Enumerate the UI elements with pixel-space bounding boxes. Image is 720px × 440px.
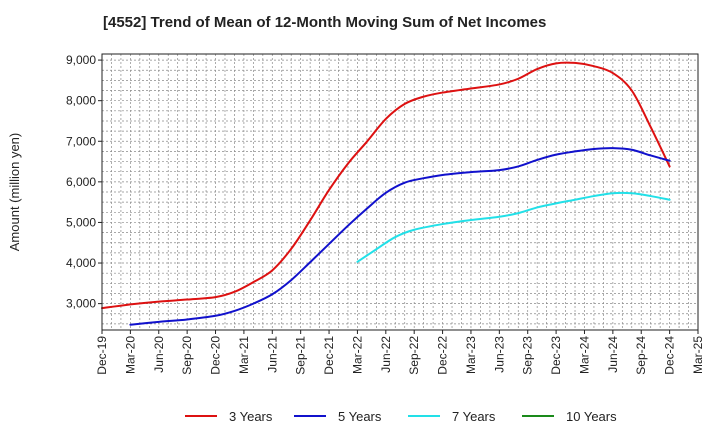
chart-title: [4552] Trend of Mean of 12-Month Moving … <box>103 14 547 31</box>
x-tick-label: Mar-24 <box>577 336 591 374</box>
x-tick-label: Sep-22 <box>407 336 421 375</box>
x-tick-label: Jun-20 <box>152 336 166 373</box>
x-tick-label: Jun-24 <box>606 336 620 373</box>
legend-item: 10 Years <box>522 406 617 426</box>
y-tick-label: 3,000 <box>66 297 96 311</box>
legend-label: 3 Years <box>229 408 273 424</box>
legend-label: 7 Years <box>452 408 496 424</box>
series-line-7-years <box>356 191 671 263</box>
y-tick-label: 6,000 <box>66 175 96 189</box>
x-tick-label: Sep-24 <box>634 336 648 375</box>
x-tick-label: Sep-20 <box>180 336 194 375</box>
legend-item: 5 Years <box>294 406 381 426</box>
legend-swatch <box>294 415 326 417</box>
plot-area-frame <box>101 53 699 331</box>
x-tick-label: Jun-21 <box>265 336 279 373</box>
x-tick-label: Dec-24 <box>663 336 677 375</box>
x-tick-label: Mar-20 <box>123 336 137 374</box>
x-tick-label: Sep-21 <box>294 336 308 375</box>
y-axis-label: Amount (million yen) <box>7 133 22 252</box>
x-tick-label: Mar-23 <box>464 336 478 374</box>
legend-label: 10 Years <box>566 408 617 424</box>
x-tick-label: Sep-23 <box>521 336 535 375</box>
x-tick-label: Jun-22 <box>379 336 393 373</box>
x-tick-label: Dec-23 <box>549 336 563 375</box>
y-tick-label: 5,000 <box>66 215 96 229</box>
x-tick-label: Jun-23 <box>492 336 506 373</box>
x-tick-label: Dec-19 <box>95 336 109 375</box>
x-tick-label: Dec-20 <box>209 336 223 375</box>
y-tick-label: 7,000 <box>66 134 96 148</box>
y-tick-label: 9,000 <box>66 53 96 67</box>
y-axis-tick-labels: 3,000 4,000 5,000 6,000 7,000 8,000 9,000 <box>66 53 102 311</box>
legend-swatch <box>185 415 217 417</box>
x-tick-label: Dec-21 <box>322 336 336 375</box>
grid-lines <box>102 54 698 330</box>
legend-item: 3 Years <box>185 406 272 426</box>
series-lines <box>101 61 671 326</box>
x-tick-label: Mar-25 <box>691 336 705 374</box>
y-tick-label: 8,000 <box>66 94 96 108</box>
series-line-3-years <box>101 61 671 310</box>
legend-swatch <box>522 415 554 417</box>
series-line-5-years <box>129 147 671 326</box>
legend-label: 5 Years <box>338 408 382 424</box>
legend-swatch <box>408 415 440 417</box>
chart-legend: 3 Years 5 Years 7 Years 10 Years <box>0 406 720 426</box>
x-axis-tick-labels: Dec-19 Mar-20 Jun-20 Sep-20 Dec-20 Mar-21 Jun-… <box>95 330 705 375</box>
y-tick-label: 4,000 <box>66 256 96 270</box>
x-tick-label: Dec-22 <box>436 336 450 375</box>
legend-item: 7 Years <box>408 406 495 426</box>
x-tick-label: Mar-22 <box>350 336 364 374</box>
x-tick-label: Mar-21 <box>237 336 251 374</box>
